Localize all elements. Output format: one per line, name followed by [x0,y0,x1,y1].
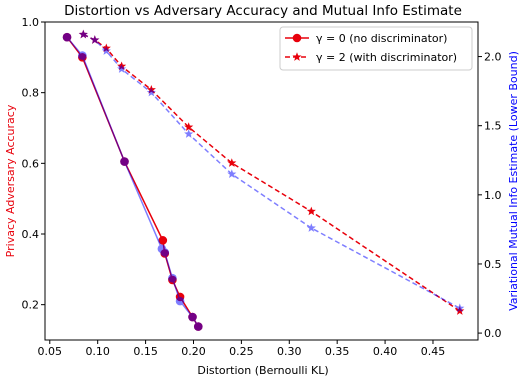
data-point [78,51,87,60]
legend-label-1: γ = 2 (with discriminator) [316,51,457,64]
y-left-tick-label: 0.2 [22,299,40,312]
x-axis: 0.05 0.10 0.15 0.20 0.25 0.30 0.35 0.40 0.45 [38,340,446,358]
legend-label-0: γ = 0 (no discriminator) [316,32,447,45]
x-tick-label: 0.10 [85,345,110,358]
x-tick-label: 0.25 [229,345,254,358]
data-point [455,306,465,315]
y-right-tick-label: 1.5 [484,120,502,133]
data-point [306,206,316,216]
data-point [146,87,156,97]
data-point [227,158,237,167]
data-point [120,157,129,166]
data-point [184,122,194,131]
x-tick-label: 0.40 [373,345,398,358]
chart-title: Distortion vs Adversary Accuracy and Mut… [64,3,462,19]
y-left-tick-label: 0.4 [22,228,40,241]
y-right-tick-label: 0.5 [484,258,502,271]
data-point [306,223,316,232]
x-tick-label: 0.20 [181,345,206,358]
data-point [62,32,72,42]
x-tick-label: 0.15 [133,345,158,358]
x-axis-label: Distortion (Bernoulli KL) [197,364,328,377]
data-point [78,29,88,39]
y-right-tick-label: 1.0 [484,189,502,202]
data-point [101,46,111,55]
series-3 [78,29,465,313]
y-axis-left-label: Privacy Adversary Accuracy [4,104,17,257]
legend-marker-1 [292,52,302,61]
x-tick-label: 0.35 [325,345,350,358]
y-right-tick-label: 0.0 [484,327,502,340]
data-point [160,248,170,257]
data-point [184,129,194,138]
data-point [168,273,177,283]
y-left-tick-label: 1.0 [22,16,40,29]
y-axis-right: 0.0 0.5 1.0 1.5 2.0 [478,51,502,340]
series-2 [78,29,465,315]
data-point [90,35,100,44]
series-line [66,36,199,327]
x-tick-label: 0.45 [421,345,446,358]
legend-marker-0 [292,33,302,43]
y-left-tick-label: 0.8 [22,87,40,100]
series-layer [62,29,465,331]
legend: γ = 0 (no discriminator) γ = 2 (with dis… [279,26,473,71]
y-right-tick-label: 2.0 [484,51,502,64]
y-axis-left: 0.2 0.4 0.6 0.8 1.0 [22,16,45,312]
data-point [117,64,127,73]
series-1 [62,32,203,331]
y-axis-right-label: Variational Mutual Info Estimate (Lower … [507,51,520,311]
series-line [82,33,461,309]
data-point [188,312,197,322]
data-point [158,236,168,245]
data-point [193,322,203,331]
data-point [227,169,237,178]
plot-frame [44,21,479,341]
series-line [82,33,461,312]
x-tick-label: 0.05 [38,345,63,358]
x-tick-label: 0.30 [277,345,302,358]
y-left-tick-label: 0.6 [22,157,40,170]
data-point [455,303,465,313]
data-point [175,296,185,306]
legend-box [279,26,473,71]
